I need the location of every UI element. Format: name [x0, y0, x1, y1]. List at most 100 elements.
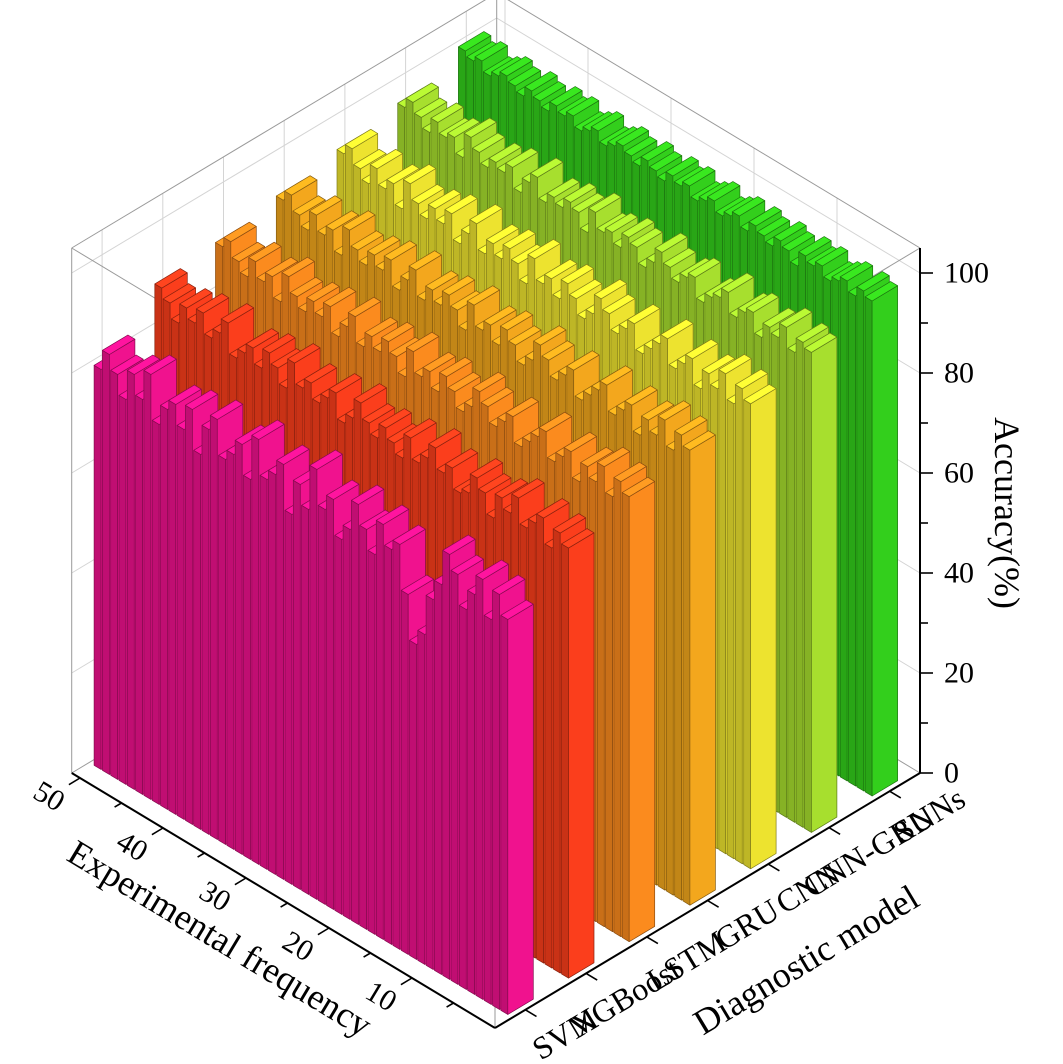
bar-side-face [467, 589, 475, 995]
bar-top-face [701, 353, 735, 375]
bar [500, 599, 534, 1015]
bar-top-face [773, 221, 807, 242]
bar-top-face [530, 157, 564, 178]
bar-side-face [735, 384, 743, 865]
bar-top-face [231, 241, 265, 263]
bar-top-face [483, 305, 517, 326]
bar-side-face [251, 434, 260, 865]
bar-top-face [284, 175, 318, 196]
bar-top-face [735, 368, 769, 390]
bar-top-face [743, 383, 777, 405]
bar-top-face [662, 247, 697, 268]
bar-top-face [621, 476, 656, 498]
bar-side-face [596, 462, 605, 928]
bar-side-face [309, 464, 318, 900]
bar [864, 281, 898, 797]
bar-top-face [361, 403, 396, 424]
bar-top-face [499, 56, 533, 77]
bar-side-face [856, 286, 865, 792]
bar-side-face [458, 604, 467, 990]
bar-side-face [342, 524, 351, 920]
bar-top-face [593, 278, 628, 300]
bar-side-face [787, 347, 796, 823]
bar-top-face [411, 183, 445, 205]
bar-top-face [478, 473, 512, 494]
bar-side-face [243, 474, 251, 860]
bar-side-face [209, 414, 218, 840]
bar-top-face [463, 117, 497, 138]
bar-top-face [494, 478, 528, 499]
bar-side-face [160, 404, 168, 810]
bar-top-face [629, 227, 663, 248]
z-tick-label: 100 [944, 257, 989, 290]
bar-top-face [762, 307, 796, 328]
bar-side-face [666, 445, 674, 896]
bar-top-face [220, 303, 255, 324]
bar-top-face [281, 256, 315, 278]
bar-top-face [289, 276, 324, 298]
bar [743, 383, 777, 870]
bar-top-face [864, 281, 898, 302]
bar-top-face [527, 238, 561, 260]
bar-top-face [588, 192, 622, 213]
bar-top-face [613, 461, 647, 483]
bar-top-face [403, 163, 437, 185]
bar-side-face [226, 449, 235, 850]
bar-top-face [262, 333, 296, 354]
bar-side-face [450, 569, 459, 985]
bar-front-face [628, 481, 656, 943]
bar-side-face [110, 369, 119, 780]
bar-top-face [364, 316, 398, 338]
bar-side-face [259, 474, 268, 870]
bar-top-face [442, 534, 476, 555]
bar-top-face [804, 332, 838, 353]
bar-side-face [276, 459, 285, 880]
bar-top-face [486, 223, 520, 245]
x-tick-label: 50 [28, 775, 71, 819]
bar-top-face [344, 128, 379, 150]
bar-top-face [439, 356, 473, 378]
model-label: GRU [709, 891, 785, 957]
bar-side-face [151, 419, 160, 805]
bar-top-face [472, 132, 506, 153]
bar-side-face [839, 276, 848, 782]
bar-side-face [674, 430, 682, 901]
bar-side-face [93, 364, 102, 770]
bar-side-face [552, 528, 561, 974]
bar-side-face [367, 549, 376, 935]
bar-top-face [325, 210, 359, 231]
bar-top-face [621, 217, 655, 238]
bar-top-face [569, 278, 603, 300]
bar-top-face [347, 296, 382, 318]
model-label: SNNs [887, 780, 971, 850]
bar-top-face [430, 102, 464, 123]
bar-top-face [524, 71, 558, 92]
bar-top-face [654, 232, 688, 253]
bar-top-face [444, 193, 478, 215]
bar-top-face [549, 86, 583, 107]
bar-side-face [544, 543, 553, 969]
bar-top-face [353, 148, 387, 170]
bar-side-face [351, 499, 359, 925]
bar-top-face [309, 195, 343, 216]
bar-top-face [469, 203, 503, 225]
bar-top-face [627, 303, 661, 325]
bar-top-face [745, 292, 780, 313]
bar-top-face [306, 281, 340, 303]
bar-top-face [447, 117, 481, 138]
bar-top-face [795, 322, 829, 343]
bar-top-face [533, 325, 567, 346]
bar [804, 332, 838, 833]
bar-side-face [301, 504, 309, 895]
bar-top-face [408, 250, 442, 271]
bar-top-face [488, 142, 522, 163]
bar-front-face [750, 388, 777, 870]
bar-side-face [726, 399, 735, 860]
bar-top-face [309, 449, 343, 470]
bar-side-face [561, 543, 569, 979]
bar-top-face [500, 310, 534, 331]
bar-top-face [563, 431, 597, 453]
bar [561, 528, 595, 979]
bar-top-face [718, 353, 752, 375]
bar-top-face [602, 293, 636, 315]
